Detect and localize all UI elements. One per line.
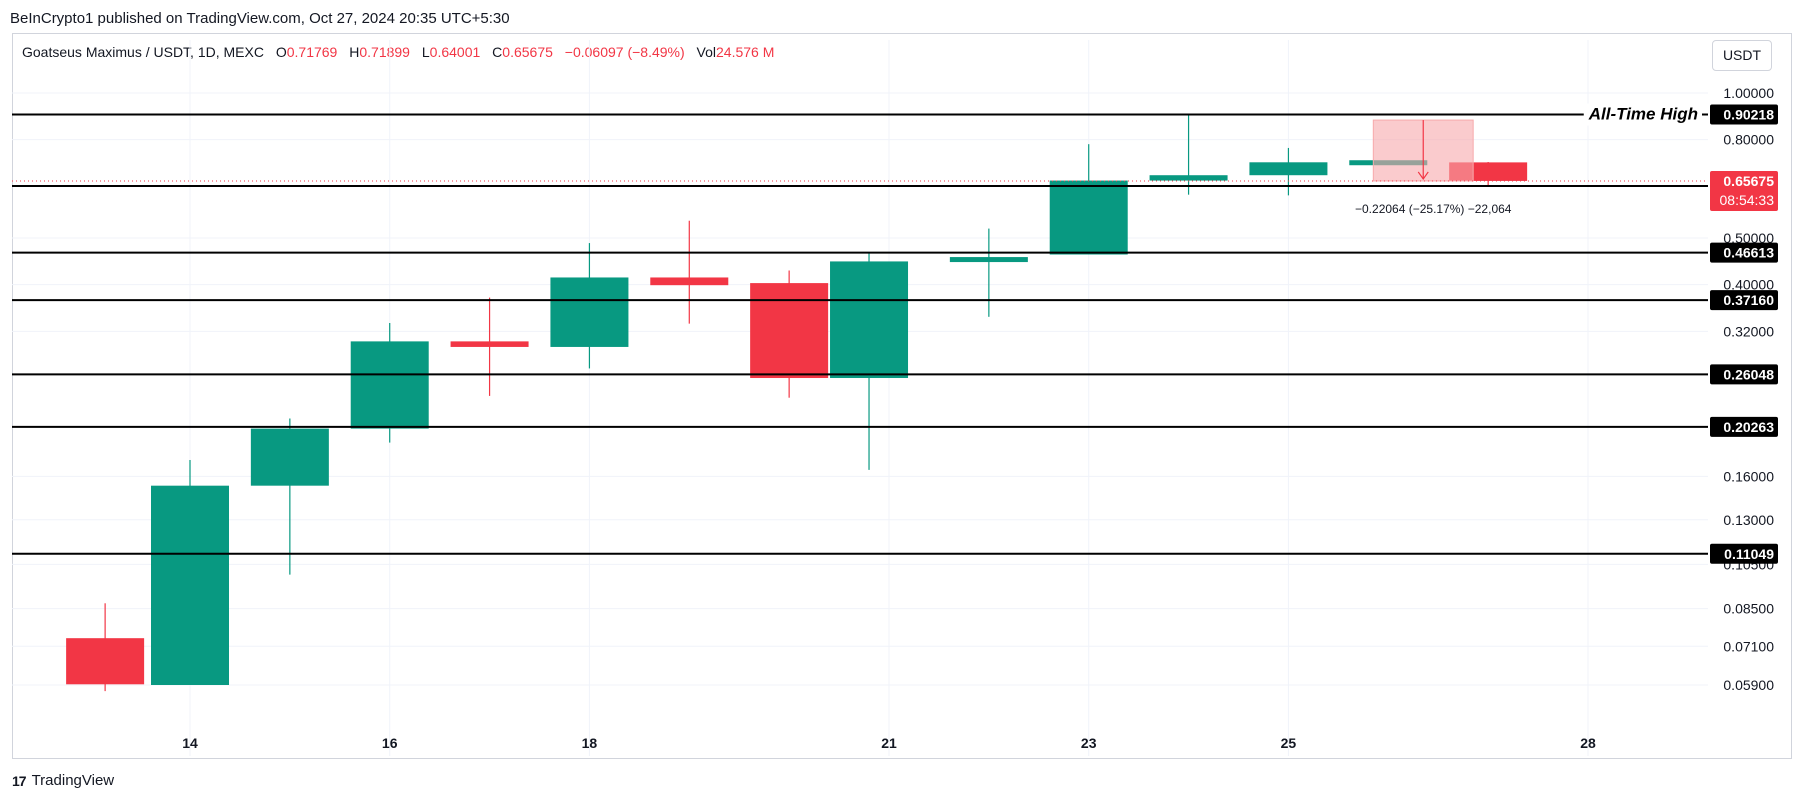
level-price-label: 0.90218 <box>1723 107 1774 123</box>
volume-label: Vol <box>696 44 717 60</box>
tradingview-brand: TradingView <box>31 772 115 789</box>
level-price-tag <box>1710 242 1778 263</box>
open-label: O <box>275 44 287 60</box>
y-tick-label: 0.05900 <box>1723 677 1774 693</box>
x-tick-label: 23 <box>1081 735 1097 751</box>
candle-body <box>450 341 529 347</box>
open-value: 0.71769 <box>286 44 338 60</box>
x-tick-label: 28 <box>1580 735 1596 751</box>
level-price-label: 0.37160 <box>1723 292 1774 308</box>
symbol-legend: Goatseus Maximus / USDT, 1D, MEXC O0.717… <box>22 44 774 60</box>
y-tick-label: 0.50000 <box>1723 230 1774 246</box>
low-label: L <box>421 44 430 60</box>
high-value: 0.71899 <box>359 44 410 60</box>
level-price-tag <box>1710 364 1778 385</box>
annotation-background <box>1583 103 1702 126</box>
change-value: −0.06097 (−8.49%) <box>564 44 685 60</box>
level-price-tag <box>1710 543 1778 564</box>
y-tick-label: 1.00000 <box>1723 85 1774 101</box>
candle-body <box>1049 180 1128 255</box>
candle-body <box>830 261 909 379</box>
level-price-tag <box>1710 290 1778 311</box>
candle-body <box>750 283 829 379</box>
level-price-tag <box>1710 416 1778 437</box>
level-price-label: 0.26048 <box>1723 366 1774 382</box>
currency-button[interactable]: USDT <box>1712 40 1772 71</box>
y-tick-label: 0.40000 <box>1723 277 1774 293</box>
y-tick-label: 0.07100 <box>1723 638 1774 654</box>
candle-body <box>66 638 145 685</box>
volume-value: 24.576 M <box>716 44 775 60</box>
level-price-tag <box>1710 104 1778 125</box>
close-value: 0.65675 <box>502 44 553 60</box>
y-tick-label: 0.08500 <box>1723 601 1774 617</box>
candle-body <box>1249 162 1328 176</box>
y-tick-label: 0.16000 <box>1723 468 1774 484</box>
current-price-label: 0.65675 <box>1723 173 1774 189</box>
candle-body <box>250 428 329 486</box>
chart-frame <box>12 33 1792 759</box>
level-price-label: 0.46613 <box>1723 245 1774 261</box>
tradingview-logo[interactable]: 17 TradingView <box>12 772 114 789</box>
bar-countdown-label: 08:54:33 <box>1720 192 1775 208</box>
y-tick-label: 0.32000 <box>1723 323 1774 339</box>
measurement-arrow-icon <box>1417 171 1429 180</box>
level-price-label: 0.11049 <box>1724 546 1774 562</box>
all-time-high-label: All-Time High <box>1588 105 1698 124</box>
symbol-title[interactable]: Goatseus Maximus / USDT, 1D, MEXC <box>22 44 264 60</box>
x-tick-label: 21 <box>881 735 897 751</box>
current-price-tag <box>1710 170 1778 211</box>
x-tick-label: 25 <box>1281 735 1297 751</box>
candle-body <box>550 277 629 347</box>
measurement-label: −0.22064 (−25.17%) −22,064 <box>1355 202 1512 216</box>
x-tick-label: 14 <box>182 735 198 751</box>
x-tick-label: 18 <box>582 735 598 751</box>
x-tick-label: 16 <box>382 735 398 751</box>
candle-body <box>949 257 1028 263</box>
close-label: C <box>492 44 503 60</box>
publisher-credit: BeInCrypto1 published on TradingView.com… <box>10 10 510 27</box>
tradingview-mark-icon: 17 <box>12 772 27 789</box>
level-price-label: 0.20263 <box>1723 419 1774 435</box>
candle-body <box>151 485 229 685</box>
candle-body <box>650 277 729 286</box>
y-tick-label: 0.80000 <box>1723 132 1774 148</box>
candle-body <box>1149 175 1228 181</box>
high-label: H <box>349 44 360 60</box>
low-value: 0.64001 <box>429 44 481 60</box>
y-tick-label: 0.13000 <box>1723 512 1774 528</box>
candle-body <box>350 341 429 429</box>
